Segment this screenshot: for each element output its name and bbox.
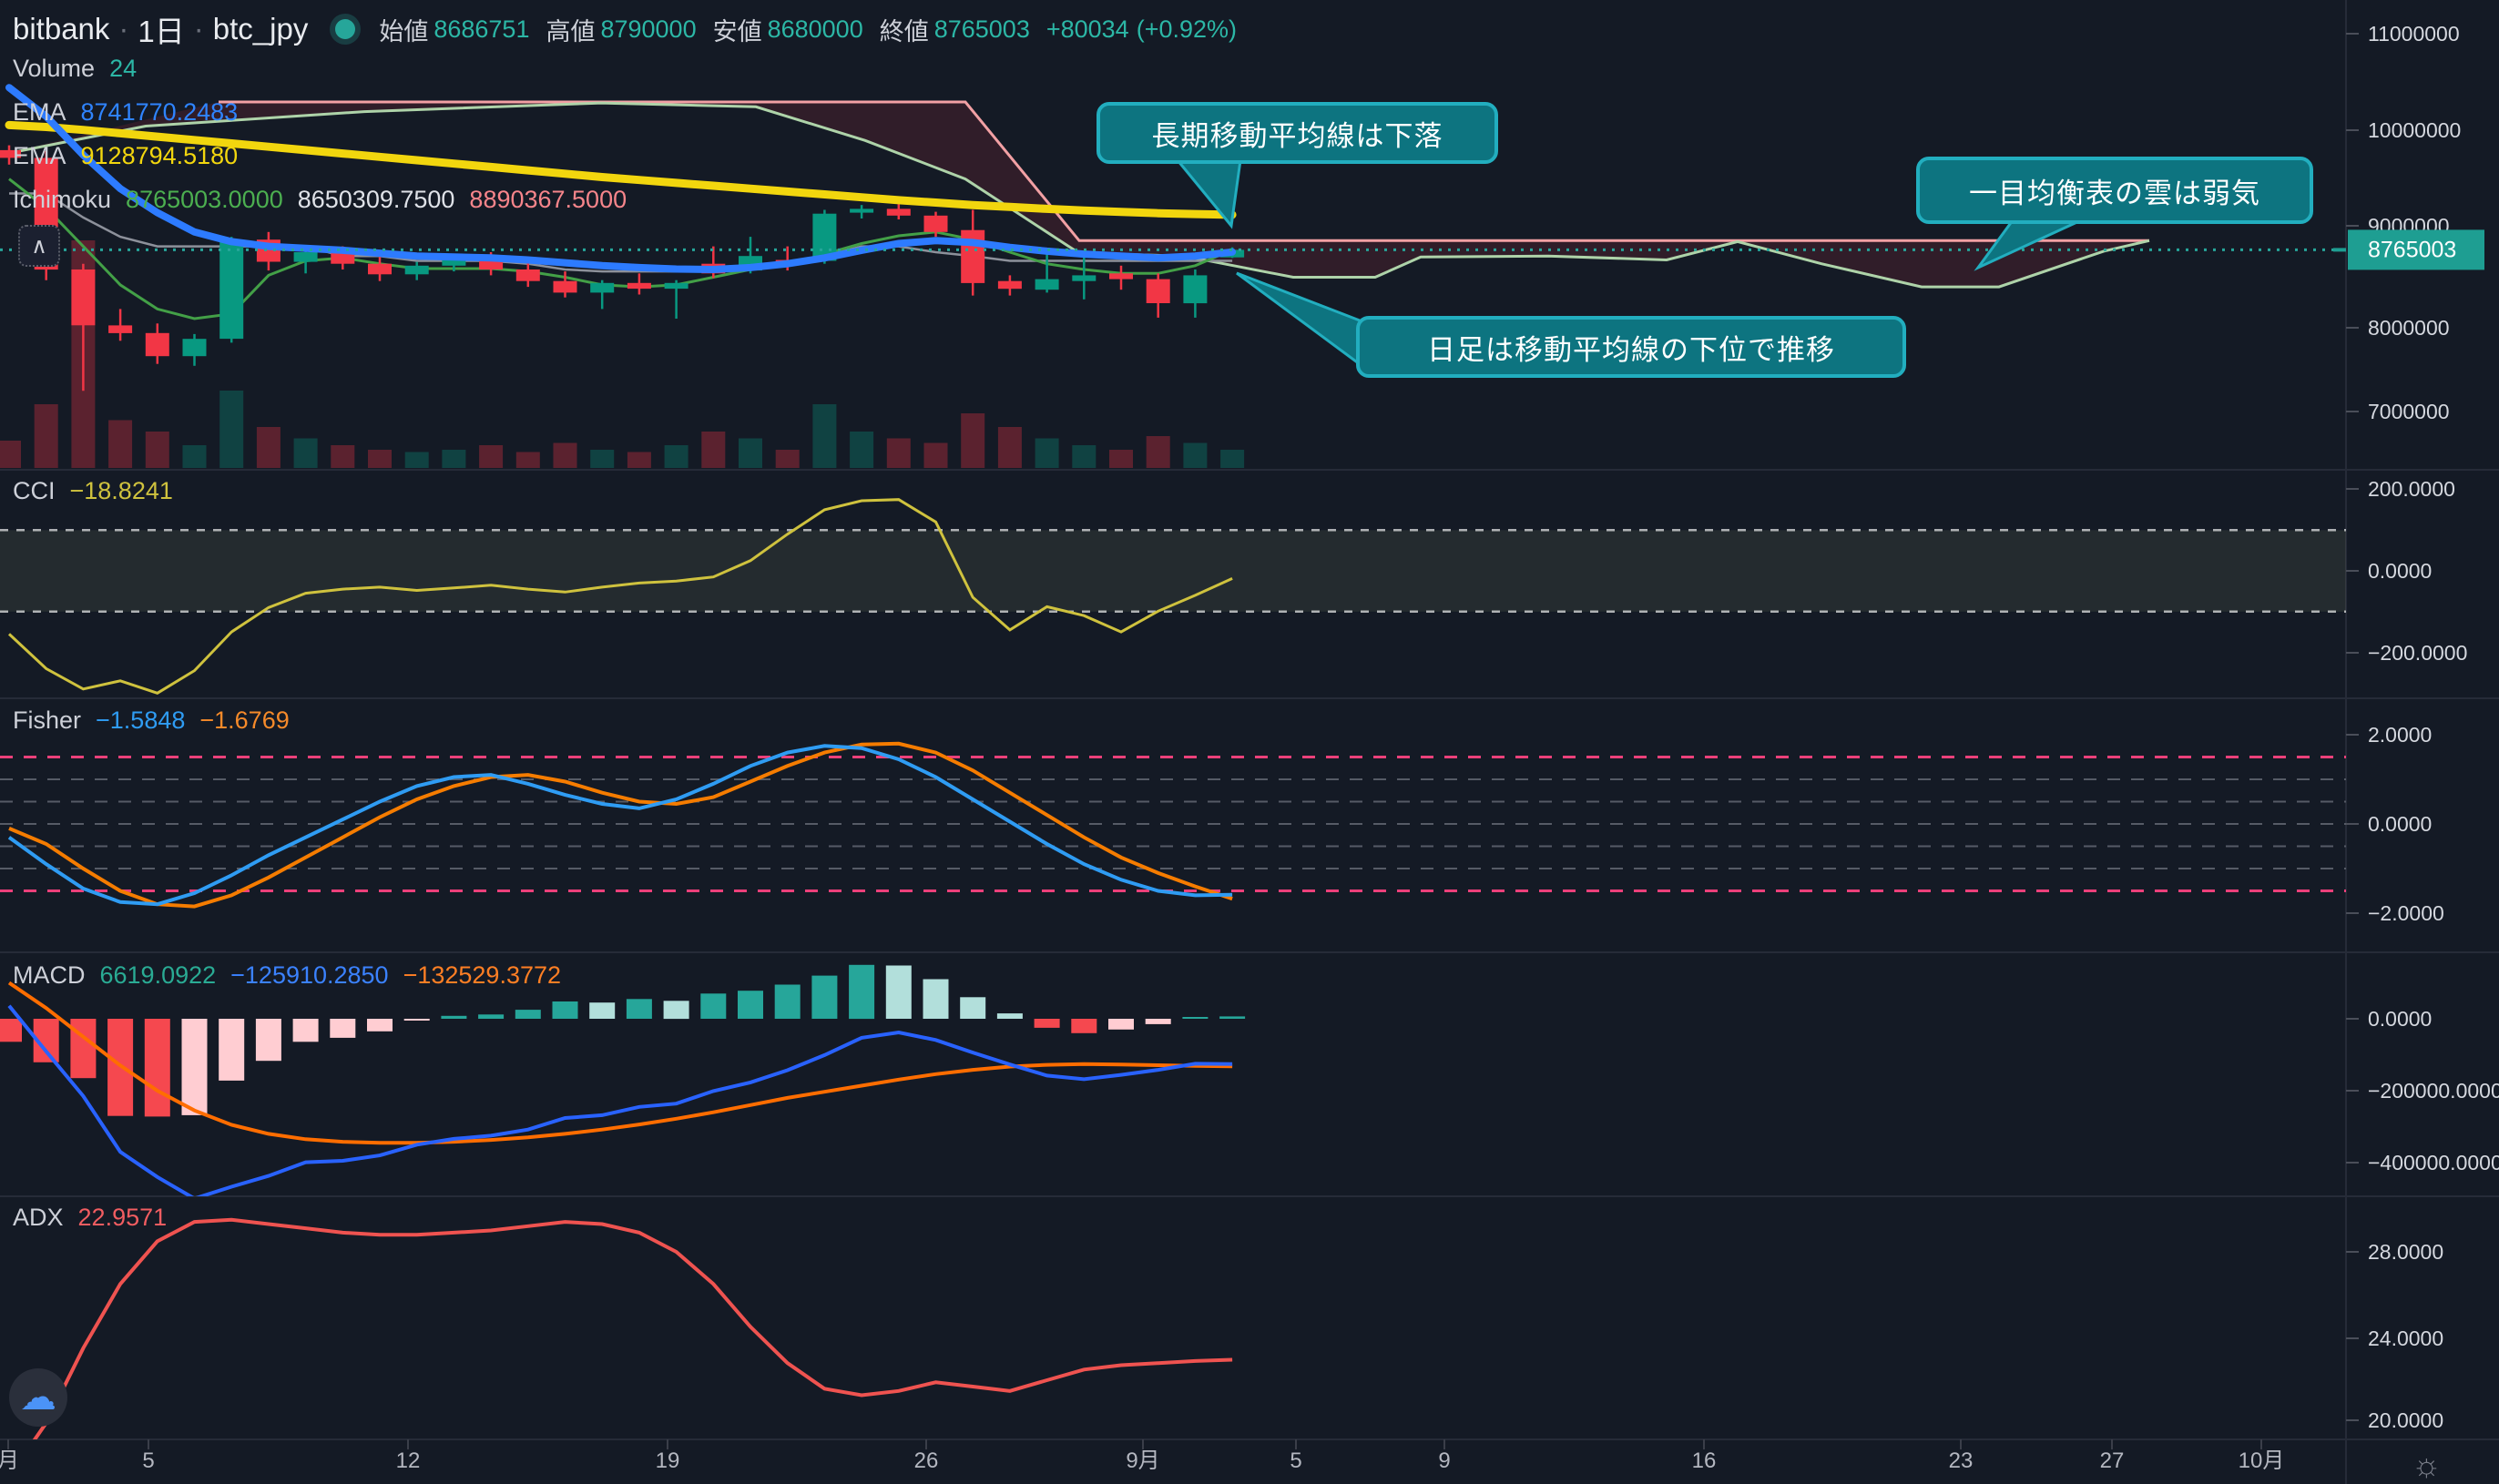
svg-text:−200000.0000: −200000.0000 [2368, 1079, 2499, 1103]
svg-text:24.0000: 24.0000 [2368, 1326, 2443, 1350]
interval-selector[interactable]: 1日 [138, 15, 185, 48]
macd-hist-value: 6619.0922 [99, 961, 217, 989]
ema-slow-value: 9128794.5180 [80, 142, 239, 169]
high-label: 高値 [546, 17, 596, 46]
svg-text:7000000: 7000000 [2368, 400, 2450, 423]
low-value: 8680000 [767, 15, 863, 43]
change-value: +80034 [1046, 15, 1129, 43]
cci-pane-legend[interactable]: CCI −18.8241 [13, 477, 188, 505]
ichimoku-legend[interactable]: Ichimoku 8765003.0000 8650309.7500 88903… [13, 186, 641, 214]
svg-text:2.0000: 2.0000 [2368, 723, 2432, 747]
svg-text:−2.0000: −2.0000 [2368, 901, 2444, 925]
svg-text:−400000.0000: −400000.0000 [2368, 1151, 2499, 1174]
ichimoku-conversion-value: 8765003.0000 [126, 186, 283, 213]
change-percent: (+0.92%) [1136, 15, 1238, 43]
symbol-name[interactable]: btc_jpy [212, 12, 309, 46]
close-value: 8765003 [933, 15, 1030, 43]
ema-fast-legend[interactable]: EMA 8741770.2483 [13, 98, 252, 127]
svg-text:0.0000: 0.0000 [2368, 559, 2432, 583]
ema-fast-value: 8741770.2483 [80, 98, 239, 126]
fisher-label: Fisher [13, 706, 82, 734]
low-label: 安値 [712, 17, 762, 46]
svg-text:10月: 10月 [2239, 1448, 2285, 1473]
svg-text:8000000: 8000000 [2368, 316, 2450, 340]
macd-label: MACD [13, 961, 86, 989]
svg-text:23: 23 [1949, 1448, 1974, 1473]
sun-icon: ☼ [2412, 1446, 2442, 1483]
market-status-icon [335, 19, 356, 39]
svg-text:5: 5 [1290, 1448, 1301, 1473]
close-label: 終値 [879, 17, 929, 46]
symbol-row[interactable]: bitbank · 1日 · btc_jpy 始値 8686751 高値 879… [13, 7, 1253, 51]
svg-text:19: 19 [656, 1448, 680, 1473]
svg-text:0.0000: 0.0000 [2368, 1007, 2432, 1031]
ema-slow-legend[interactable]: EMA 9128794.5180 [13, 142, 252, 170]
svg-text:27: 27 [2100, 1448, 2125, 1473]
svg-text:26: 26 [914, 1448, 939, 1473]
fisher-pane-legend[interactable]: Fisher −1.5848 −1.6769 [13, 706, 304, 735]
separator: · [118, 12, 129, 46]
volume-legend[interactable]: Volume 24 [13, 55, 151, 83]
cloud-chart-icon: ☁ [20, 1377, 56, 1418]
svg-text:10000000: 10000000 [2368, 118, 2461, 142]
ichimoku-base-value: 8650309.7500 [297, 186, 455, 213]
svg-text:28.0000: 28.0000 [2368, 1240, 2443, 1264]
svg-text:16: 16 [1692, 1448, 1717, 1473]
annotation-callout[interactable]: 日足は移動平均線の下位で推移 [1356, 316, 1906, 378]
volume-label: Volume [13, 55, 96, 82]
ema-label: EMA [13, 98, 66, 126]
open-value: 8686751 [434, 15, 530, 43]
macd-line-value: −125910.2850 [230, 961, 389, 989]
svg-text:9: 9 [1438, 1448, 1450, 1473]
svg-text:8765003: 8765003 [2368, 237, 2456, 262]
svg-text:11000000: 11000000 [2368, 22, 2460, 46]
svg-text:0.0000: 0.0000 [2368, 812, 2432, 836]
open-label: 始値 [379, 17, 429, 46]
svg-text:12: 12 [396, 1448, 421, 1473]
annotation-callout[interactable]: 一目均衡表の雲は弱気 [1916, 157, 2313, 224]
ema-label: EMA [13, 142, 66, 169]
svg-text:9月: 9月 [1126, 1448, 1159, 1473]
fisher-value: −1.5848 [96, 706, 186, 734]
macd-signal-value: −132529.3772 [403, 961, 562, 989]
fisher-signal-value: −1.6769 [199, 706, 290, 734]
adx-value: 22.9571 [77, 1204, 168, 1231]
svg-text:−200.0000: −200.0000 [2368, 641, 2467, 665]
svg-text:200.0000: 200.0000 [2368, 477, 2455, 501]
svg-text:月: 月 [0, 1448, 19, 1473]
axis-settings-icon[interactable]: ☼ [2412, 1446, 2442, 1484]
separator: · [193, 12, 204, 46]
app-logo[interactable]: ☁ [9, 1368, 67, 1427]
cci-value: −18.8241 [69, 477, 173, 504]
annotation-callout[interactable]: 長期移動平均線は下落 [1096, 102, 1498, 164]
cci-label: CCI [13, 477, 56, 504]
volume-value: 24 [109, 55, 138, 82]
adx-label: ADX [13, 1204, 64, 1231]
macd-pane-legend[interactable]: MACD 6619.0922 −125910.2850 −132529.3772 [13, 961, 576, 990]
high-value: 8790000 [600, 15, 697, 43]
svg-text:20.0000: 20.0000 [2368, 1408, 2443, 1432]
exchange-name[interactable]: bitbank [13, 12, 110, 46]
ichimoku-span-value: 8890367.5000 [469, 186, 627, 213]
chevron-up-icon: ∧ [31, 233, 47, 259]
ichimoku-label: Ichimoku [13, 186, 112, 213]
adx-pane-legend[interactable]: ADX 22.9571 [13, 1204, 181, 1232]
svg-text:5: 5 [142, 1448, 154, 1473]
legend-collapse-button[interactable]: ∧ [18, 225, 60, 267]
